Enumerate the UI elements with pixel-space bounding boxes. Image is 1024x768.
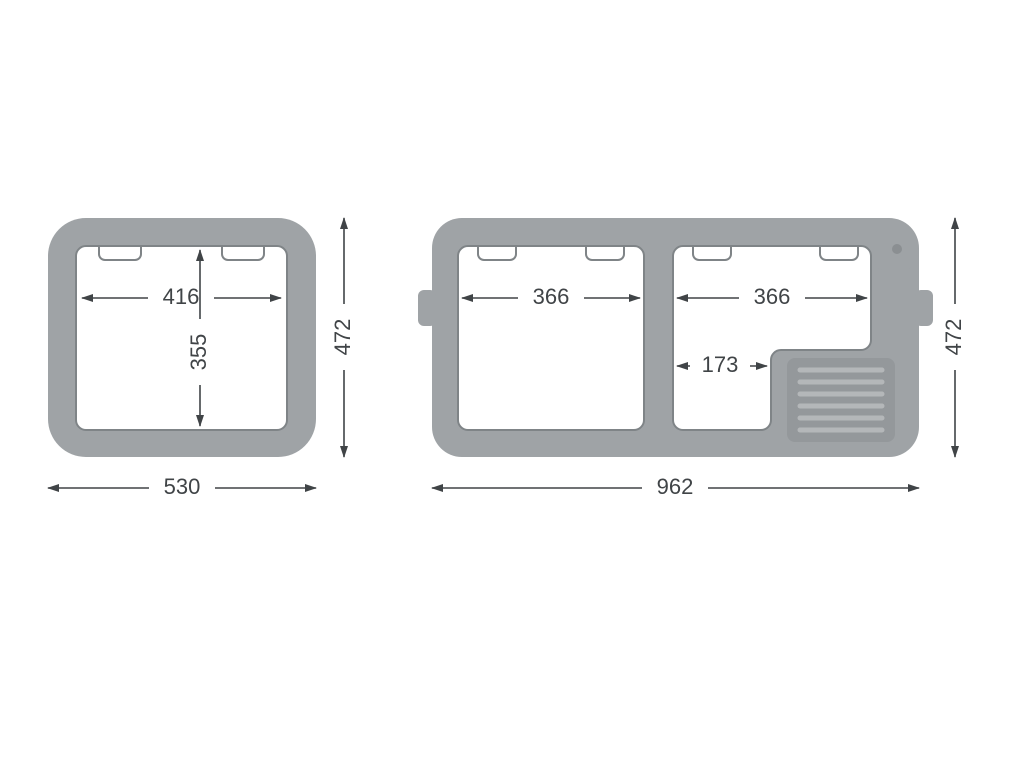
label-top-outer-w: 962 xyxy=(657,474,694,499)
label-side-outer-h: 472 xyxy=(330,319,355,356)
label-side-inner-h: 355 xyxy=(186,334,211,371)
dim-top-outer-width: 962 xyxy=(432,474,919,502)
label-top-left-w: 366 xyxy=(533,284,570,309)
label-top-right-w: 366 xyxy=(754,284,791,309)
dimension-diagram: 416 355 472 530 xyxy=(0,0,1024,768)
side-compartment xyxy=(76,246,287,430)
label-side-outer-w: 530 xyxy=(164,474,201,499)
top-view: 366 366 173 472 962 xyxy=(418,218,969,502)
label-top-step-w: 173 xyxy=(702,352,739,377)
top-left-compartment xyxy=(458,246,644,430)
side-view: 416 355 472 530 xyxy=(48,218,358,502)
dim-side-outer-width: 530 xyxy=(48,474,316,502)
label-top-outer-h: 472 xyxy=(941,319,966,356)
dim-top-outer-height: 472 xyxy=(941,218,969,457)
label-side-inner-w: 416 xyxy=(163,284,200,309)
dim-side-outer-height: 472 xyxy=(330,218,358,457)
handle-left xyxy=(418,290,436,326)
compressor-vents xyxy=(787,358,895,442)
handle-right xyxy=(915,290,933,326)
